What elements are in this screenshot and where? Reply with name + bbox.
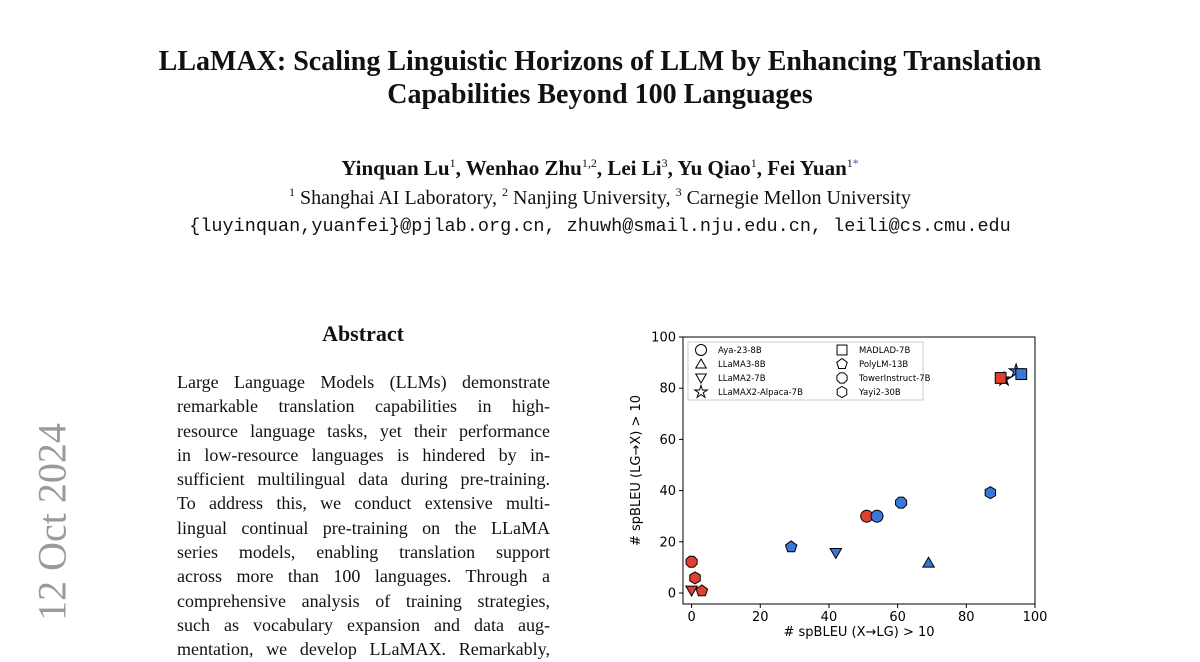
abstract-line: To address this, we conduct extensive mu… <box>177 493 550 514</box>
abstract-heading: Abstract <box>322 321 404 346</box>
x-axis-label: # spBLEU (X→LG) > 10 <box>783 625 934 640</box>
title-line: LLaMAX: Scaling Linguistic Horizons of L… <box>158 46 1042 77</box>
abstract: Large Language Models (LLMs) demonstrate… <box>177 370 550 662</box>
legend-label: LLaMA2-7B <box>718 374 766 384</box>
author-name: Yinquan Lu <box>341 156 450 180</box>
affiliation-name: Shanghai AI Laboratory <box>300 187 492 209</box>
author-sup: 1,2 <box>581 156 597 170</box>
data-point <box>1015 368 1028 381</box>
legend-label: TowerInstruct-7B <box>858 374 931 384</box>
y-tick-label: 0 <box>668 586 676 601</box>
author-name: Wenhao Zhu <box>465 156 582 180</box>
legend-label: LLaMA3-8B <box>718 360 766 370</box>
abstract-line: series models, enabling translation supp… <box>177 542 550 563</box>
data-point <box>689 571 701 585</box>
y-tick-label: 80 <box>659 382 676 397</box>
data-point <box>895 496 908 509</box>
data-point <box>685 585 699 598</box>
data-point <box>695 584 709 597</box>
legend-box <box>687 341 924 401</box>
legend-marker <box>695 344 707 356</box>
legend-label: LLaMAX2-Alpaca-7B <box>718 388 803 398</box>
y-axis-label: # spBLEU (LG→X) > 10 <box>629 395 644 546</box>
x-tick-label: 60 <box>889 610 906 625</box>
author-sup: 1 <box>449 156 456 170</box>
author-name: Lei Li <box>607 156 662 180</box>
authors: Yinquan Lu1Wenhao Zhu1,2Lei Li3Yu Qiao1F… <box>0 156 1200 181</box>
affiliation-sup: 3 <box>675 185 682 199</box>
legend-marker <box>836 357 848 369</box>
author-mark: * <box>852 156 859 170</box>
legend-marker <box>693 383 709 399</box>
affiliation-name: Nanjing University <box>513 187 666 209</box>
data-point <box>984 486 997 500</box>
abstract-line: across more than 100 languages. Through … <box>177 566 550 587</box>
arxiv-stamp: 12 Oct 2024 <box>29 423 75 621</box>
abstract-line: resource language tasks, yet their perfo… <box>177 420 550 441</box>
data-point <box>994 372 1007 384</box>
data-point <box>921 556 936 568</box>
author: Lei Li3 <box>607 156 677 180</box>
abstract-line: such as vocabulary expansion and data au… <box>177 614 550 635</box>
data-point <box>685 555 698 568</box>
affiliation: 3 Carnegie Mellon University <box>675 185 911 209</box>
y-tick-label: 40 <box>659 484 676 499</box>
affiliation-sup: 2 <box>502 185 508 199</box>
author-name: Yu Qiao <box>677 156 751 180</box>
data-point <box>784 540 798 553</box>
abstract-line: in low-resource languages is hindered by… <box>177 444 550 465</box>
legend-marker <box>836 385 848 399</box>
abstract-line: lingual continual pre-training on the LL… <box>177 517 550 538</box>
x-tick-label: 40 <box>821 610 838 625</box>
chart: 0 20 40 60 80 100 0 20 40 60 80 100 # spBLEU (X→LG) … <box>629 331 1048 641</box>
y-tick-label: 100 <box>651 331 676 346</box>
data-point <box>829 548 843 560</box>
author-sup: 3 <box>661 156 668 170</box>
x-tick-label: 80 <box>958 610 975 625</box>
abstract-line: mentation, we develop LLaMAX. Remarkably… <box>177 639 550 660</box>
x-tick-label: 20 <box>752 610 769 625</box>
abstract-line: comprehensive analysis of training strat… <box>177 590 550 611</box>
page: LLaMAX: Scaling Linguistic Horizons of L… <box>0 46 1200 660</box>
author-name: Fei Yuan <box>767 156 847 180</box>
legend-marker <box>836 344 848 356</box>
legend-marker <box>694 373 708 385</box>
author: Yu Qiao1 <box>677 156 767 180</box>
title-line: Capabilities Beyond 100 Languages <box>387 79 813 110</box>
author: Yinquan Lu1 <box>341 156 466 180</box>
legend-label: Aya-23-8B <box>718 346 762 356</box>
author-sup: 1 <box>750 156 757 170</box>
affiliations: 1 Shanghai AI Laboratory2 Nanjing Univer… <box>0 185 1200 210</box>
affiliation-name: Carnegie Mellon University <box>686 187 911 209</box>
plot-frame <box>682 336 1036 605</box>
affiliation-sup: 1 <box>289 185 296 199</box>
author: Wenhao Zhu1,2 <box>466 156 608 180</box>
legend-label: Yayi2-30B <box>858 388 901 398</box>
abstract-line: Large Language Models (LLMs) demonstrate <box>177 372 550 392</box>
y-tick-label: 20 <box>659 535 676 550</box>
abstract-line: remarkable translation capabilities in h… <box>177 396 550 417</box>
affiliation: 2 Nanjing University <box>502 185 676 209</box>
legend-label: PolyLM-13B <box>859 360 908 370</box>
abstract-line: sufficient multilingual data during pre-… <box>177 469 550 490</box>
y-tick-label: 60 <box>659 433 676 448</box>
legend-label: MADLAD-7B <box>859 346 910 356</box>
data-point <box>870 509 884 523</box>
author: Fei Yuan1* <box>767 156 859 180</box>
author-sup: 1 <box>846 156 853 170</box>
affiliation: 1 Shanghai AI Laboratory <box>289 185 502 209</box>
emails: {luyinquan,yuanfei}@pjlab.org.cn, zhuwh@… <box>189 216 1011 237</box>
legend-marker <box>836 372 848 384</box>
x-tick-label: 100 <box>1023 610 1048 625</box>
x-tick-label: 0 <box>687 610 695 625</box>
legend-marker <box>694 357 708 369</box>
